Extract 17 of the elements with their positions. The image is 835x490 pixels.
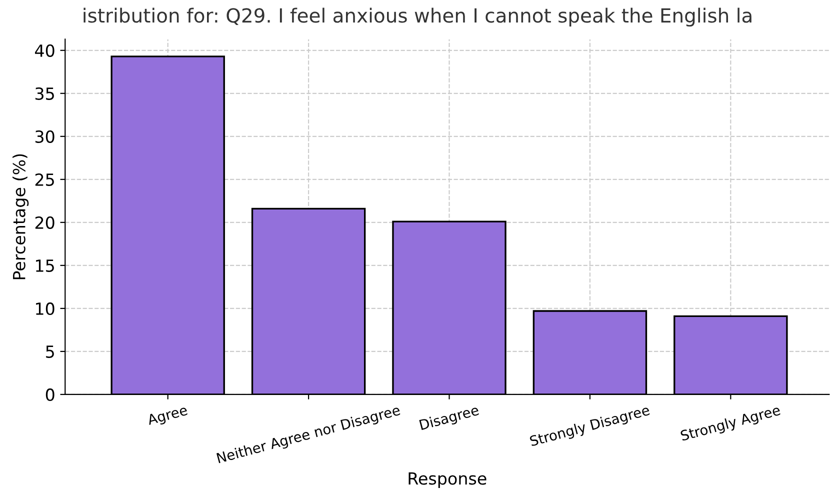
x-tick-label: Disagree: [419, 404, 480, 433]
x-axis-title: Response: [408, 472, 486, 488]
x-tick-label: Strongly Agree: [680, 404, 782, 444]
y-tick-label: 35: [35, 87, 54, 100]
y-tick-label: 40: [35, 44, 54, 57]
x-tick-label: Agree: [146, 404, 189, 428]
y-tick-label: 10: [36, 302, 54, 315]
y-tick-label: 15: [36, 260, 54, 272]
y-axis-title: Percentage (%): [12, 154, 29, 280]
y-tick-label: 25: [35, 173, 54, 186]
x-tick-label: Strongly Disagree: [529, 404, 651, 449]
y-tick-label: 5: [46, 346, 54, 358]
y-tick-label: 0: [46, 388, 54, 402]
y-tick-label: 30: [35, 130, 54, 143]
y-tick-label: 20: [35, 216, 54, 229]
chart-title: istribution for: Q29. I feel anxious when I cannot speak the English la: [84, 8, 752, 27]
x-tick-label: Neither Agree nor Disagree: [216, 404, 402, 466]
